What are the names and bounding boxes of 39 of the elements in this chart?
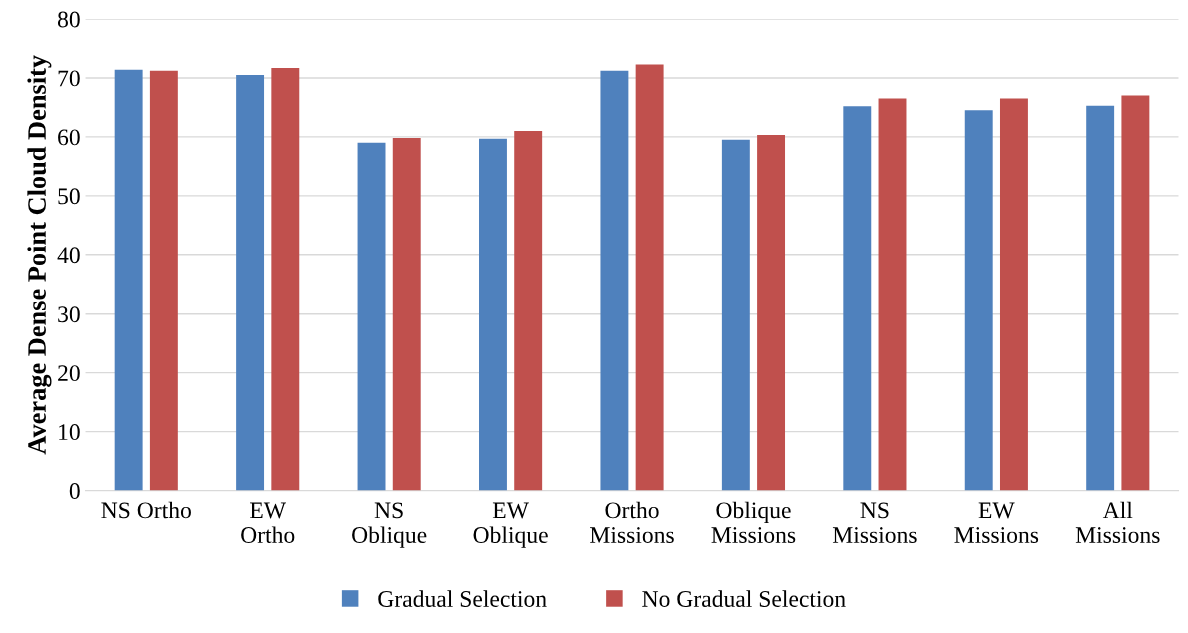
y-tick-label: 70 bbox=[58, 70, 80, 87]
bar bbox=[236, 74, 265, 491]
bar bbox=[271, 67, 300, 491]
x-tick-label: EW Missions bbox=[954, 502, 1039, 543]
legend-label: No Gradual Selection bbox=[642, 590, 846, 607]
y-tick-label: 10 bbox=[59, 424, 80, 441]
y-tick-label: 50 bbox=[58, 188, 80, 205]
legend-label: Gradual Selection bbox=[378, 590, 547, 607]
bar bbox=[1121, 95, 1150, 491]
x-tick-label: EW Oblique bbox=[473, 502, 548, 548]
bar bbox=[757, 135, 786, 491]
x-tick-label: NS Ortho bbox=[101, 501, 191, 519]
bar bbox=[1086, 105, 1115, 491]
bar bbox=[149, 70, 178, 491]
bar bbox=[878, 98, 907, 491]
y-tick-label: 60 bbox=[58, 129, 80, 146]
y-tick-label: 80 bbox=[57, 11, 80, 28]
bar bbox=[114, 69, 143, 491]
bar bbox=[479, 138, 507, 491]
bar bbox=[999, 98, 1028, 491]
x-tick-label: Ortho Missions bbox=[590, 501, 674, 543]
bar bbox=[964, 110, 993, 491]
bar bbox=[721, 139, 750, 491]
y-tick-label: 0 bbox=[69, 483, 80, 499]
y-tick-label: 40 bbox=[57, 247, 80, 264]
x-tick-label: Oblique Missions bbox=[711, 501, 796, 543]
bar bbox=[514, 130, 543, 491]
y-tick-label: 30 bbox=[58, 306, 80, 323]
bar bbox=[843, 106, 872, 491]
x-tick-label: All Missions bbox=[1075, 501, 1160, 543]
y-tick-label: 20 bbox=[58, 365, 80, 382]
bar bbox=[600, 70, 629, 491]
x-tick-label: NS Missions bbox=[832, 502, 917, 543]
x-tick-label: NS Oblique bbox=[352, 502, 427, 548]
bar bbox=[392, 138, 421, 491]
bar bbox=[357, 142, 386, 491]
bar bbox=[635, 64, 664, 491]
y-axis-title: Average Dense Point Cloud Density bbox=[27, 55, 52, 455]
x-tick-label: EW Ortho bbox=[241, 502, 295, 543]
